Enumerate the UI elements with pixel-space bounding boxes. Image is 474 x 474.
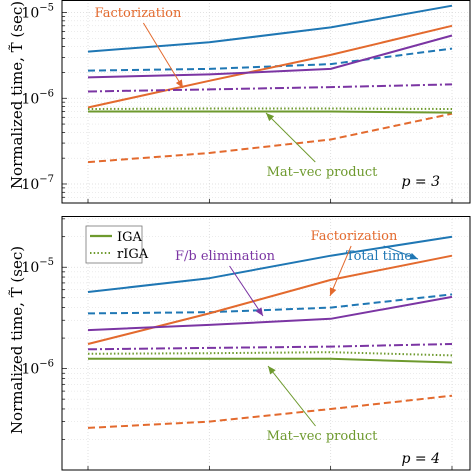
y-tick-label: 10−6	[21, 88, 54, 107]
series-line-total-iga	[87, 4, 453, 53]
series-line-matvec-riga	[87, 351, 453, 357]
series-line-factorization-riga	[87, 394, 453, 429]
annotation-arrow-factorization	[142, 22, 184, 89]
annotation-arrow-matvec	[267, 365, 316, 427]
series-line-fb-riga	[87, 343, 453, 351]
y-axis-label-bottom: Normalized time, T̃ (sec)	[8, 246, 26, 434]
series-line-total-riga	[87, 293, 453, 315]
annotation-label-total: Total time	[346, 249, 412, 264]
y-axis-label-top: Normalized time, T̃ (sec)	[8, 1, 26, 189]
series-line-fb-iga	[87, 295, 453, 332]
annotation-label-factorization: Factorization	[95, 6, 182, 21]
y-tick-label: 10−6	[21, 359, 54, 378]
annotation-label-matvec: Mat–vec product	[267, 429, 379, 444]
legend-label-riga: rIGA	[117, 247, 149, 262]
annotation-arrow-fb	[229, 265, 264, 317]
series-line-factorization-iga	[87, 24, 453, 109]
annotation-arrowhead-factorization	[175, 79, 183, 88]
annotation-label-fb: F/b elimination	[175, 249, 276, 264]
plot-frame	[61, 216, 471, 471]
series-lines	[87, 235, 453, 429]
y-tick-label: 10−5	[21, 3, 54, 22]
annotation-label-matvec: Mat–vec product	[267, 165, 379, 180]
series-line-matvec-iga	[88, 110, 453, 114]
annotation-arrowhead-matvec	[266, 113, 275, 122]
y-tick-label: 10−7	[21, 174, 54, 193]
annotation-label-factorization: Factorization	[311, 229, 398, 244]
panel-p3: p = 3 10−7 10−6 10−5 Factorization Mat–vec p…	[21, 0, 471, 204]
y-tick-label: 10−5	[21, 257, 54, 276]
legend: IGA rIGA	[85, 225, 149, 264]
annotation-arrowhead-fb	[255, 307, 263, 316]
series-line-total-iga	[87, 235, 453, 293]
grid	[61, 0, 471, 204]
panel-label: p = 3	[402, 174, 441, 190]
legend-label-iga: IGA	[117, 230, 143, 245]
annotation-arrow-factorization	[329, 245, 352, 297]
annotation-arrowhead-factorization	[329, 287, 337, 296]
legend-box	[85, 225, 143, 264]
series-line-total-riga	[87, 47, 453, 72]
annotation-arrow-matvec	[265, 112, 316, 163]
series-line-matvec-riga	[87, 107, 453, 110]
annotation-arrowhead-matvec	[268, 366, 276, 375]
plot-frame	[61, 0, 471, 204]
series-line-fb-iga	[87, 34, 453, 79]
panel-label: p = 4	[402, 451, 441, 467]
panel-p4: p = 4 IGA rIGA 10−6 10−5 Total time Factori…	[21, 216, 471, 471]
series-line-matvec-iga	[88, 357, 453, 364]
series-line-factorization-iga	[87, 254, 453, 345]
series-line-fb-riga	[87, 83, 453, 93]
series-lines	[87, 4, 453, 164]
series-line-factorization-riga	[87, 112, 453, 164]
annotation-arrowhead-total	[409, 252, 418, 260]
